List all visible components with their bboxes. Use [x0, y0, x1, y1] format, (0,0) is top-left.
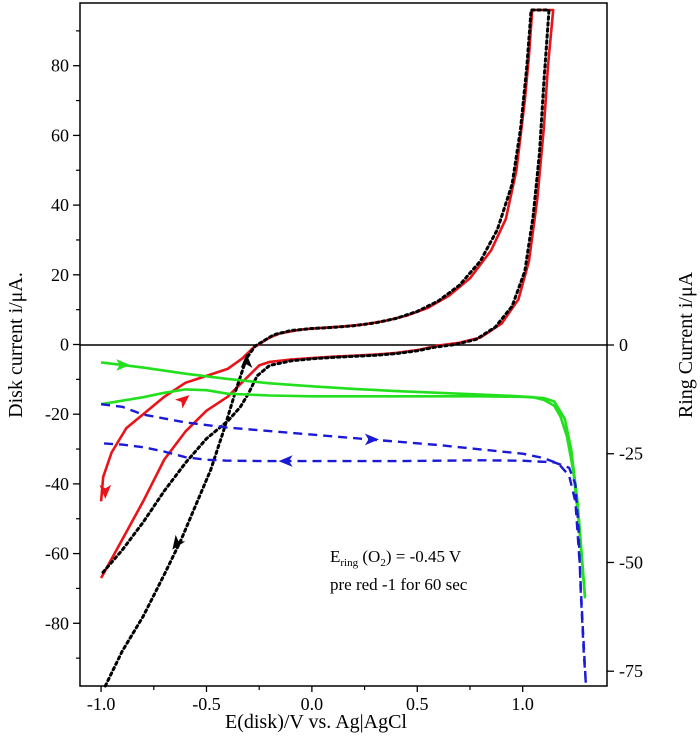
arrow-ring-blue-dashed	[364, 433, 379, 446]
annotation-sub-2: 2	[380, 557, 386, 569]
left-tick-label: -20	[45, 404, 69, 424]
left-tick-label: -40	[45, 474, 69, 494]
arrow-disk-red	[174, 395, 190, 409]
annotation-mid: (O	[358, 547, 380, 566]
series-disk-red	[99, 8, 555, 579]
series-disk-black-dotted	[99, 8, 551, 688]
arrow-disk-black-dotted	[240, 353, 253, 368]
right-tick-label: -75	[619, 661, 643, 681]
left-tick-label: -80	[45, 613, 69, 633]
left-tick-label: 40	[51, 195, 69, 215]
arrow-ring-blue-dashed	[278, 455, 293, 467]
left-tick-label: 80	[51, 56, 69, 76]
left-axis-ticks: -80 -60 -40 -20 0 20 40 60 80	[45, 30, 80, 659]
right-tick-label: 0	[619, 335, 628, 355]
x-tick-label: 0.5	[406, 694, 429, 714]
left-axis-label: Disk current i/μA.	[5, 272, 27, 418]
right-axis-ticks: 0 -25 -50 -75	[607, 335, 643, 681]
x-tick-label: 0.0	[301, 694, 324, 714]
x-tick-label: 1.0	[511, 694, 534, 714]
annotation-suffix: ) = -0.45 V	[386, 547, 462, 566]
right-tick-label: -50	[619, 552, 643, 572]
right-tick-label: -25	[619, 444, 643, 464]
annotation-e: E	[330, 547, 340, 566]
arrow-ring-green	[116, 359, 131, 371]
left-tick-label: -60	[45, 544, 69, 564]
x-axis-ticks: -1.0 -0.5 0.0 0.5 1.0	[87, 686, 534, 714]
arrow-disk-black-dotted	[172, 534, 186, 550]
arrow-layer	[99, 353, 379, 550]
annotation-line-2: pre red -1 for 60 sec	[330, 575, 468, 594]
series-ring-blue-dashed	[100, 403, 588, 686]
series-layer	[99, 8, 588, 688]
right-axis-label: Ring Current i/μA	[675, 271, 697, 418]
series-ring-green	[100, 361, 587, 599]
x-tick-label: -0.5	[192, 694, 221, 714]
annotation-sub-ring: ring	[340, 557, 358, 569]
arrow-disk-red	[99, 484, 112, 499]
x-axis-label: E(disk)/V vs. Ag|AgCl	[225, 711, 407, 733]
left-tick-label: 0	[60, 335, 69, 355]
left-tick-label: 20	[51, 265, 69, 285]
x-tick-label: -1.0	[87, 694, 116, 714]
left-tick-label: 60	[51, 125, 69, 145]
annotation-line-1: Ering (O2) = -0.45 V	[330, 547, 462, 569]
